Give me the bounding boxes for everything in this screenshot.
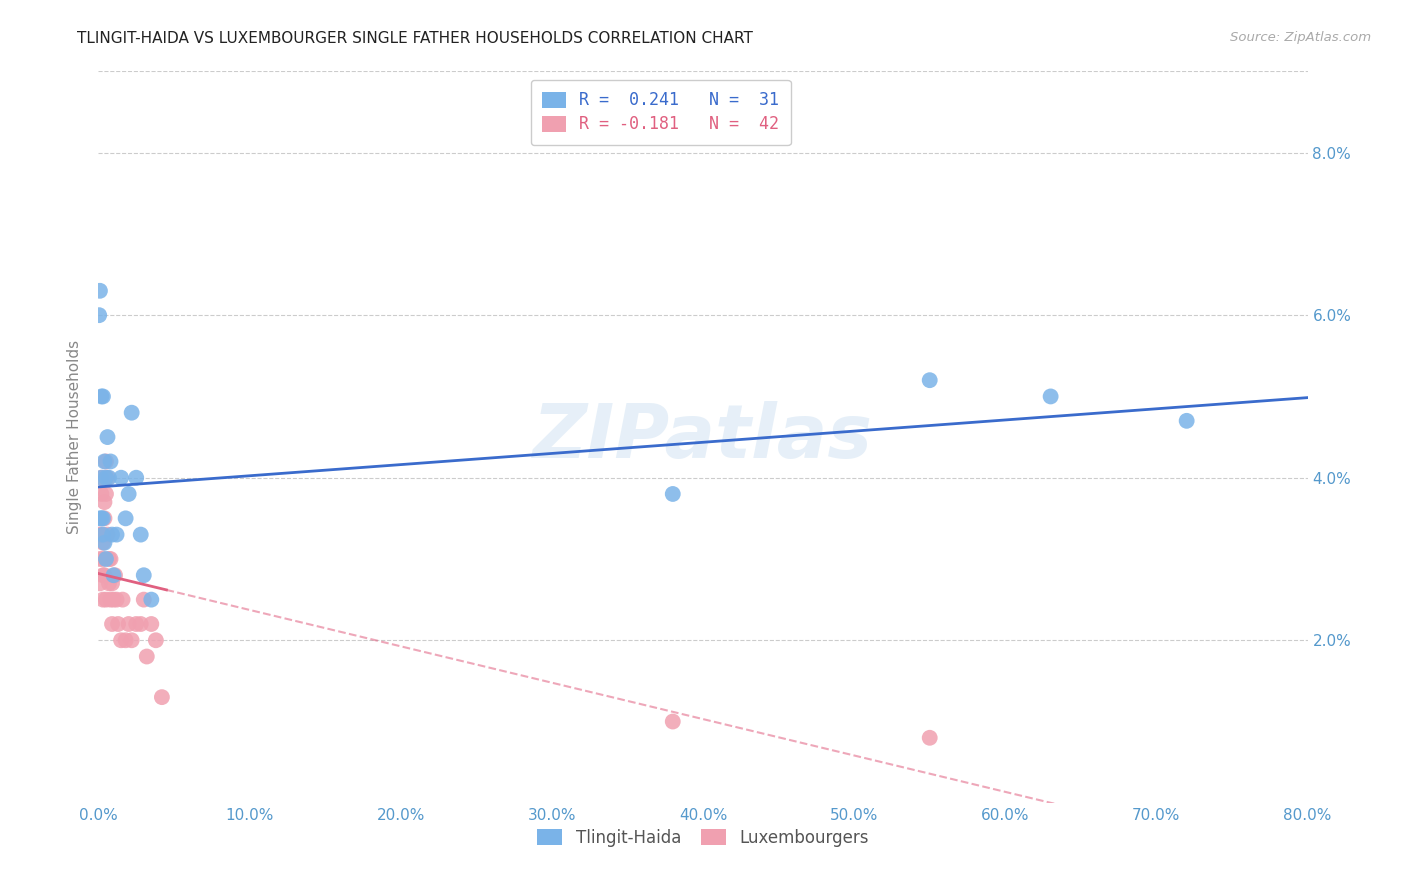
- Point: [100, 592, 122, 607]
- Point: [105, 527, 128, 541]
- Point: [90, 471, 112, 485]
- Point: [91, 568, 114, 582]
- Point: [118, 617, 141, 632]
- Point: [91, 511, 114, 525]
- Point: [918, 731, 941, 745]
- Point: [89, 308, 111, 322]
- Point: [121, 406, 143, 420]
- Point: [94, 487, 117, 501]
- Point: [94, 592, 117, 607]
- Point: [96, 430, 118, 444]
- Point: [98, 552, 121, 566]
- Point: [89, 511, 111, 525]
- Point: [103, 592, 125, 607]
- Point: [94, 471, 117, 485]
- Point: [93, 495, 115, 509]
- Point: [98, 576, 121, 591]
- Point: [91, 389, 114, 403]
- Point: [132, 592, 155, 607]
- Point: [661, 487, 683, 501]
- Point: [104, 568, 127, 582]
- Point: [93, 511, 115, 525]
- Point: [100, 552, 122, 566]
- Point: [90, 511, 112, 525]
- Point: [105, 592, 128, 607]
- Point: [661, 714, 683, 729]
- Point: [110, 633, 132, 648]
- Point: [118, 487, 141, 501]
- Point: [1175, 414, 1198, 428]
- Text: TLINGIT-HAIDA VS LUXEMBOURGER SINGLE FATHER HOUSEHOLDS CORRELATION CHART: TLINGIT-HAIDA VS LUXEMBOURGER SINGLE FAT…: [77, 31, 754, 46]
- Point: [89, 527, 111, 541]
- Point: [91, 552, 114, 566]
- Point: [91, 527, 114, 541]
- Point: [98, 471, 121, 485]
- Point: [94, 454, 117, 468]
- Point: [125, 471, 148, 485]
- Point: [150, 690, 173, 705]
- Point: [114, 633, 136, 648]
- Point: [96, 471, 118, 485]
- Point: [93, 535, 115, 549]
- Point: [114, 511, 136, 525]
- Point: [107, 617, 129, 632]
- Point: [145, 633, 167, 648]
- Point: [129, 617, 152, 632]
- Legend: Tlingit-Haida, Luxembourgers: Tlingit-Haida, Luxembourgers: [527, 819, 879, 856]
- Point: [90, 471, 112, 485]
- Point: [91, 592, 114, 607]
- Point: [89, 576, 111, 591]
- Point: [101, 527, 124, 541]
- Point: [135, 649, 157, 664]
- Point: [110, 471, 132, 485]
- Point: [100, 454, 122, 468]
- Text: Source: ZipAtlas.com: Source: ZipAtlas.com: [1230, 31, 1371, 45]
- Point: [1039, 389, 1062, 403]
- Y-axis label: Single Father Households: Single Father Households: [67, 340, 83, 534]
- Point: [121, 633, 143, 648]
- Point: [141, 617, 163, 632]
- Point: [91, 535, 114, 549]
- Point: [918, 373, 941, 387]
- Point: [101, 576, 124, 591]
- Point: [93, 568, 115, 582]
- Point: [111, 592, 134, 607]
- Point: [93, 454, 115, 468]
- Point: [96, 527, 118, 541]
- Point: [89, 284, 111, 298]
- Point: [132, 568, 155, 582]
- Point: [94, 552, 117, 566]
- Point: [90, 487, 112, 501]
- Point: [129, 527, 152, 541]
- Point: [141, 592, 163, 607]
- Point: [101, 617, 124, 632]
- Point: [90, 527, 112, 541]
- Point: [103, 568, 125, 582]
- Point: [125, 617, 148, 632]
- Point: [90, 389, 112, 403]
- Text: ZIPatlas: ZIPatlas: [533, 401, 873, 474]
- Point: [89, 552, 111, 566]
